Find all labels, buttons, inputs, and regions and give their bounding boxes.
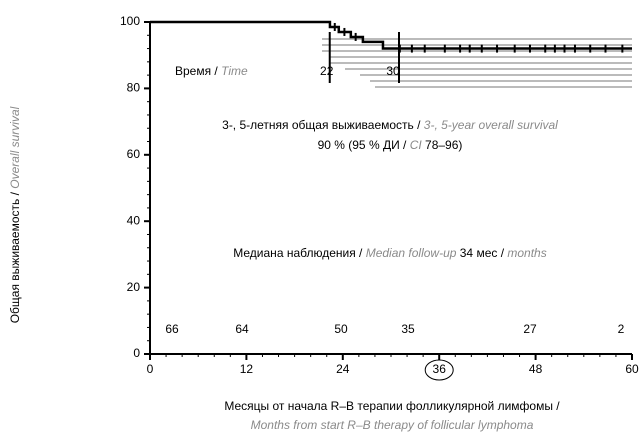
x-tick-label: 0 [147,362,154,376]
annotation-part: Время / [175,64,221,78]
y-tick-label: 100 [120,14,140,28]
x-tick-label: 36 [433,362,447,376]
y-tick-label: 40 [127,213,141,227]
time-label: 22 [320,64,334,78]
at-risk-label: 66 [165,322,179,336]
annotation: Время / Time [175,64,248,78]
y-axis-label-part: Общая выживаемость / [8,189,22,324]
time-label: 30 [386,64,400,78]
y-tick-label: 20 [127,280,141,294]
annotation-part: Median follow-up [366,246,457,260]
annotation-part: CI [410,138,423,152]
annotation-part: 90 % (95 % ДИ / [318,138,410,152]
x-tick-label: 12 [240,362,254,376]
annotation-part: 34 мес / [456,246,507,260]
at-risk-label: 2 [618,322,625,336]
tick-highlight [424,359,454,381]
annotation-part: 3-, 5-летняя общая выживаемость / [222,118,424,132]
annotation: 3-, 5-летняя общая выживаемость / 3-, 5-… [222,118,558,132]
x-tick-label: 24 [336,362,350,376]
y-tick-label: 0 [133,346,140,360]
x-axis-label: Месяцы от начала R–B терапии фолликулярн… [224,399,560,413]
annotation-part: months [507,246,546,260]
annotation: Медиана наблюдения / Median follow-up 34… [233,246,546,260]
y-axis-label-part: Overall survival [8,106,22,188]
at-risk-label: 35 [401,322,415,336]
at-risk-label: 50 [334,322,348,336]
annotation-part: 3-, 5-year overall survival [424,118,558,132]
annotation-part: 78–96) [422,138,463,152]
y-axis-label: Общая выживаемость / Overall survival [8,106,22,323]
x-tick-label: 48 [529,362,543,376]
annotation: 90 % (95 % ДИ / CI 78–96) [318,138,463,152]
at-risk-label: 27 [523,322,537,336]
x-tick-label: 60 [625,362,639,376]
x-axis-label: Months from start R–B therapy of follicu… [251,418,534,432]
y-tick-label: 60 [127,147,141,161]
at-risk-label: 64 [235,322,249,336]
survival-curve [150,20,632,50]
annotation-part: Time [221,64,248,78]
annotation-part: Медиана наблюдения / [233,246,365,260]
y-tick-label: 80 [127,81,141,95]
